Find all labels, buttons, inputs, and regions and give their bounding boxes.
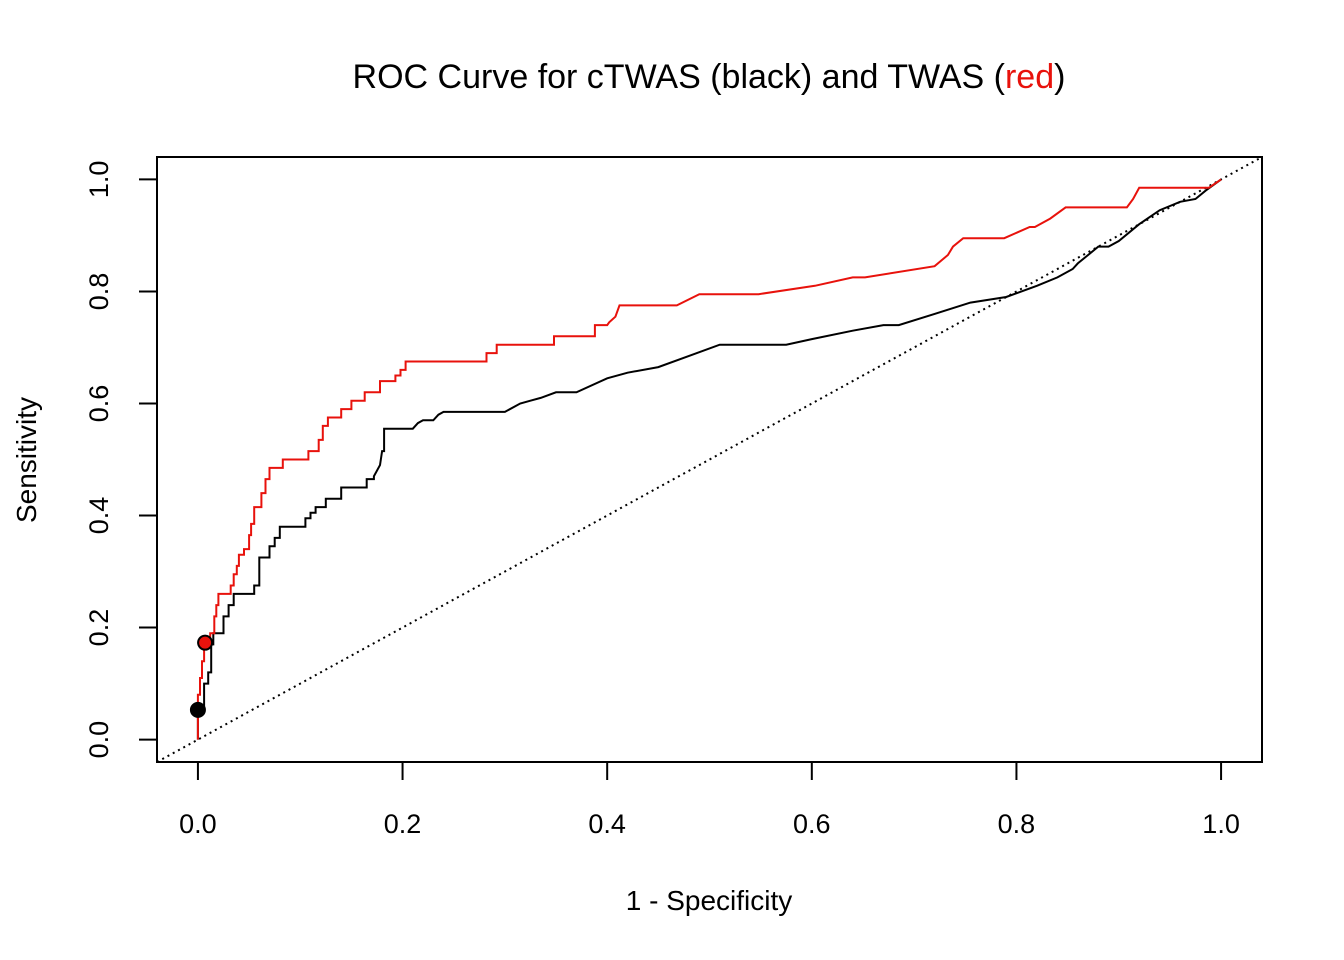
chart-title: ROC Curve for cTWAS (black) and TWAS (re…	[353, 58, 1066, 96]
x-tick-label: 0.8	[998, 809, 1036, 839]
x-tick-label: 0.2	[384, 809, 422, 839]
series-line-ctwas	[196, 178, 1222, 740]
series-line-twas	[196, 178, 1222, 740]
chart-title-part-1: ROC Curve for cTWAS (black) and TWAS (	[353, 58, 1006, 96]
x-tick-label: 0.6	[793, 809, 831, 839]
y-axis-title: Sensitivity	[11, 397, 42, 523]
y-tick-label: 1.0	[84, 161, 114, 199]
points-layer	[189, 634, 214, 718]
x-tick-label: 1.0	[1202, 809, 1240, 839]
chart-title-highlight: red	[1005, 58, 1054, 96]
point-twas-point	[197, 634, 214, 651]
y-tick-label: 0.0	[84, 721, 114, 759]
x-tick-label: 0.4	[588, 809, 626, 839]
y-tick-label: 0.2	[84, 609, 114, 647]
x-axis-title: 1 - Specificity	[626, 885, 793, 916]
point-ctwas-point	[189, 701, 206, 718]
y-tick-label: 0.8	[84, 273, 114, 311]
x-tick-label: 0.0	[179, 809, 217, 839]
series-layer	[196, 178, 1222, 740]
y-axis: 0.0 0.2 0.4 0.6 0.8 1.0	[84, 161, 158, 759]
chart-title-part-2: )	[1054, 58, 1065, 96]
y-tick-label: 0.6	[84, 385, 114, 423]
y-tick-label: 0.4	[84, 497, 114, 535]
x-axis: 0.0 0.2 0.4 0.6 0.8 1.0	[179, 761, 1240, 839]
